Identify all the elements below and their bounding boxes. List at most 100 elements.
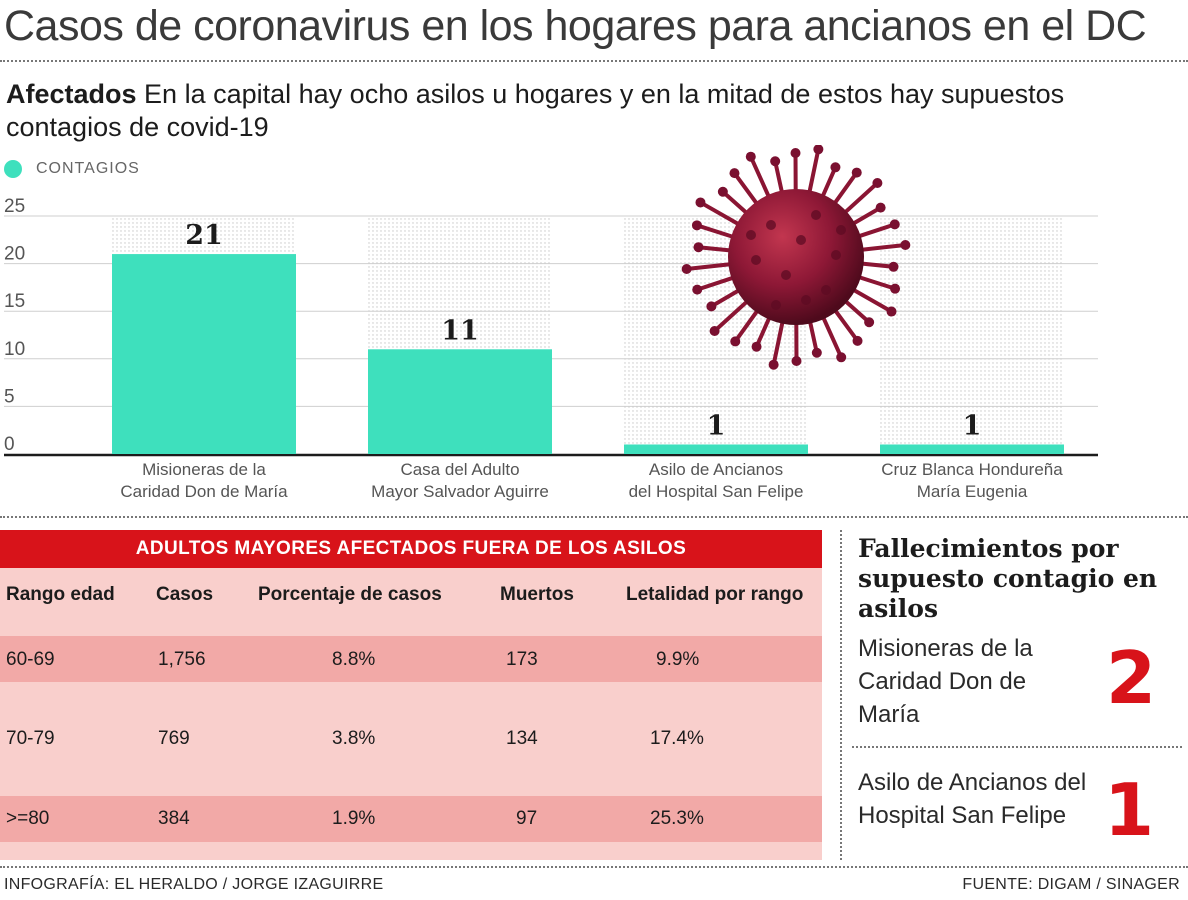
virus-spike-tip xyxy=(889,219,900,230)
chart-legend: CONTAGIOS xyxy=(4,157,140,181)
virus-spike xyxy=(695,275,738,292)
table-cell: 1.9% xyxy=(332,808,376,829)
virus-spike-tip xyxy=(693,242,704,253)
virus-surface-dot xyxy=(831,250,841,260)
table-cell: 97 xyxy=(516,808,538,829)
death-item-name: Asilo de Ancianos del Hospital San Felip… xyxy=(858,769,1087,829)
virus-surface-dot xyxy=(781,270,791,280)
virus-spike-tip xyxy=(890,283,901,294)
virus-spike-tip xyxy=(751,341,762,352)
virus-spike xyxy=(849,286,894,314)
table-cell: 17.4% xyxy=(650,728,704,749)
virus-spike xyxy=(854,222,897,239)
virus-spike xyxy=(684,261,735,272)
virus-spike-tip xyxy=(709,325,720,336)
virus-spike xyxy=(857,261,896,269)
footer-divider xyxy=(0,866,1188,868)
subtitle-text: En la capital hay ocho asilos u hogares … xyxy=(6,79,1065,142)
bar-background xyxy=(880,216,1064,454)
table-cell: 173 xyxy=(506,649,538,670)
virus-spike-tip xyxy=(872,178,883,189)
x-category-label: del Hospital San Felipe xyxy=(629,482,804,501)
title-divider xyxy=(0,60,1188,62)
virus-spike xyxy=(748,154,772,201)
virus-surface-dot xyxy=(766,220,776,230)
virus-spike xyxy=(857,242,908,253)
footer-credit: INFOGRAFÍA: EL HERALDO / JORGE IZAGUIRRE xyxy=(4,876,384,893)
x-category-label: Casa del Adulto xyxy=(400,460,519,479)
bar-value-label: 11 xyxy=(441,315,479,346)
x-category-label: Misioneras de la xyxy=(142,460,266,479)
y-tick-label: 20 xyxy=(4,244,25,265)
virus-spike xyxy=(720,189,751,217)
coronavirus-icon xyxy=(681,145,911,370)
table-header-cell: Casos xyxy=(156,584,214,605)
virus-spike-tip xyxy=(886,306,897,317)
table-cell: 3.8% xyxy=(332,728,376,749)
virus-spike-tip xyxy=(888,261,899,272)
virus-spike-tip xyxy=(706,301,717,312)
table-header-cell: Muertos xyxy=(500,584,574,605)
bar xyxy=(880,444,1064,454)
table-title: ADULTOS MAYORES AFECTADOS FUERA DE LOS A… xyxy=(0,530,822,568)
bar xyxy=(112,254,296,454)
virus-spike xyxy=(733,306,761,344)
virus-spike xyxy=(773,159,785,197)
legend-swatch xyxy=(4,160,22,178)
bar-value-label: 1 xyxy=(707,410,726,441)
virus-surface-dot xyxy=(836,225,846,235)
y-tick-label: 5 xyxy=(4,386,15,407)
virus-spike-tip xyxy=(811,347,822,358)
table-cell: 60-69 xyxy=(6,649,55,670)
virus-spike-tip xyxy=(717,186,728,197)
virus-spike xyxy=(732,171,761,208)
bar-value-label: 21 xyxy=(185,220,223,251)
virus-surface-dot xyxy=(746,230,756,240)
virus-spike-tip xyxy=(852,335,863,346)
page-title: Casos de coronavirus en los hogares para… xyxy=(4,2,1147,50)
virus-spike-tip xyxy=(770,156,781,167)
virus-surface-dot xyxy=(821,285,831,295)
virus-spike xyxy=(712,298,751,333)
x-category-label: Cruz Blanca Hondureña xyxy=(881,460,1063,479)
deaths-separator xyxy=(852,746,1182,748)
virus-spike-tip xyxy=(691,220,702,231)
virus-spike-tip xyxy=(875,202,886,213)
x-category-label: María Eugenia xyxy=(917,482,1028,501)
table-header-cell: Letalidad por rango xyxy=(626,584,804,605)
table-header-cell: Porcentaje de casos xyxy=(258,584,442,605)
outside-asylums-table: ADULTOS MAYORES AFECTADOS FUERA DE LOS A… xyxy=(0,530,822,860)
virus-spike xyxy=(820,313,844,360)
virus-spike-tip xyxy=(692,284,703,295)
subtitle-bold: Afectados xyxy=(6,79,137,109)
section-divider xyxy=(0,516,1188,518)
legend-label: CONTAGIOS xyxy=(36,160,140,177)
table-cell: >=80 xyxy=(6,808,50,829)
virus-spike-tip xyxy=(729,168,740,179)
virus-spike-tip xyxy=(681,264,692,275)
table-cell: 769 xyxy=(158,728,190,749)
virus-spike xyxy=(831,306,860,343)
virus-spike-tip xyxy=(790,148,801,159)
y-tick-label: 0 xyxy=(4,434,15,455)
bar xyxy=(368,349,552,454)
virus-spike xyxy=(754,313,773,349)
y-tick-label: 10 xyxy=(4,339,25,360)
virus-surface-dot xyxy=(811,210,821,220)
deaths-title: Fallecimientos por supuesto contagio en … xyxy=(858,534,1158,623)
table-header-cell: Rango edad xyxy=(6,584,115,605)
virus-spike xyxy=(831,170,859,208)
table-cell: 9.9% xyxy=(656,649,700,670)
table-cell: 8.8% xyxy=(332,649,376,670)
table-body: Rango edad Casos Porcentaje de casos Mue… xyxy=(0,568,822,860)
virus-spike-tip xyxy=(851,167,862,178)
subtitle: Afectados En la capital hay ocho asilos … xyxy=(6,78,1176,144)
x-category-label: Caridad Don de María xyxy=(120,482,288,501)
virus-spike-tip xyxy=(791,355,802,366)
virus-spike xyxy=(807,317,819,355)
footer-source: FUENTE: DIGAM / SINAGER xyxy=(962,876,1180,893)
table-cell: 134 xyxy=(506,728,538,749)
virus-surface-dot xyxy=(751,255,761,265)
virus-spike-tip xyxy=(830,162,841,173)
